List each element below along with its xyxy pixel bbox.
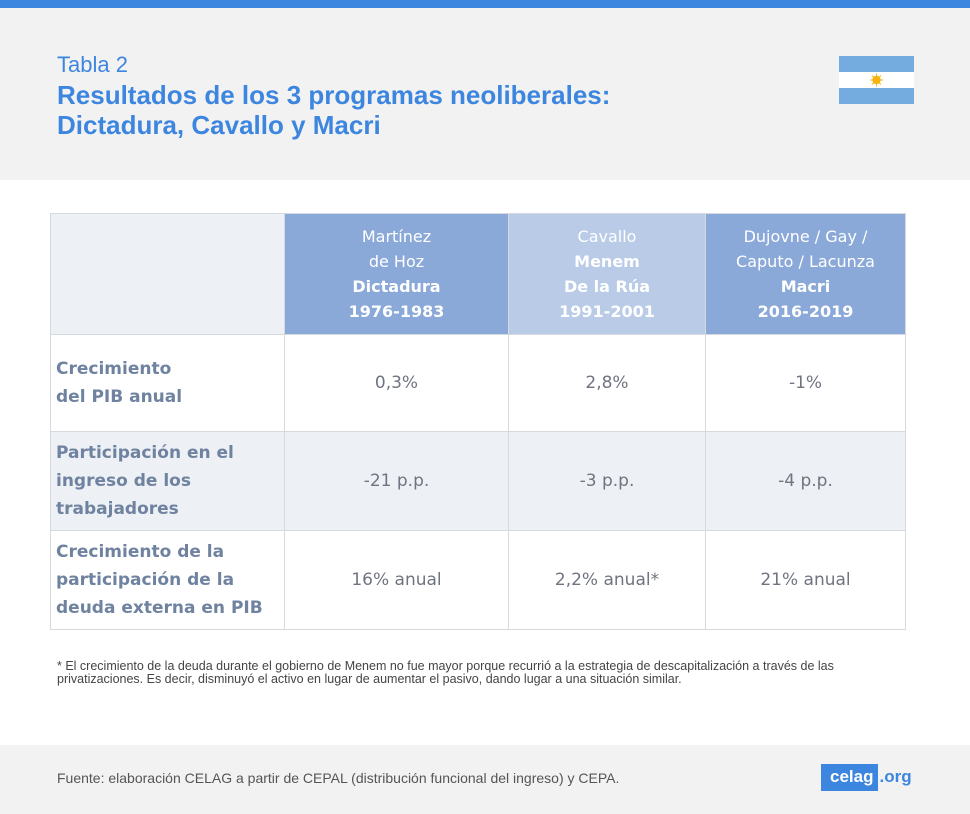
table-number: Tabla 2 xyxy=(57,52,128,77)
header-dictadura: Martínez de Hoz Dictadura 1976-1983 xyxy=(284,213,509,335)
table-row-pib: Crecimiento del PIB anual 0,3% 2,8% -1% xyxy=(50,334,906,432)
table-cell: -4 p.p. xyxy=(705,431,906,531)
argentina-flag-icon xyxy=(839,56,914,104)
table-cell: 2,8% xyxy=(508,334,706,432)
logo-name: celag xyxy=(821,764,879,791)
table-cell: 21% anual xyxy=(705,530,906,630)
row-label: Crecimiento del PIB anual xyxy=(50,334,285,432)
page-title: Resultados de los 3 programas neoliberal… xyxy=(57,80,610,140)
header-empty-cell xyxy=(50,213,285,335)
top-accent-bar xyxy=(0,0,970,8)
table-header-row: Martínez de Hoz Dictadura 1976-1983 Cava… xyxy=(50,213,906,335)
title-line-2: Dictadura, Cavallo y Macri xyxy=(57,110,381,140)
row-label: Crecimiento de la participación de la de… xyxy=(50,530,285,630)
celag-logo[interactable]: celag .org xyxy=(821,764,912,791)
table-cell: 16% anual xyxy=(284,530,509,630)
table-row-participacion: Participación en el ingreso de los traba… xyxy=(50,431,906,531)
results-table: Martínez de Hoz Dictadura 1976-1983 Cava… xyxy=(50,213,906,630)
table-cell: 2,2% anual* xyxy=(508,530,706,630)
header-panel xyxy=(0,8,970,180)
table-cell: -21 p.p. xyxy=(284,431,509,531)
table-cell: -3 p.p. xyxy=(508,431,706,531)
footnote: * El crecimiento de la deuda durante el … xyxy=(57,659,834,686)
logo-tld: .org xyxy=(879,767,912,786)
source-note: Fuente: elaboración CELAG a partir de CE… xyxy=(57,770,620,786)
title-line-1: Resultados de los 3 programas neoliberal… xyxy=(57,80,611,110)
table-cell: 0,3% xyxy=(284,334,509,432)
header-cavallo: Cavallo Menem De la Rúa 1991-2001 xyxy=(508,213,706,335)
header-macri: Dujovne / Gay / Caputo / Lacunza Macri 2… xyxy=(705,213,906,335)
row-label: Participación en el ingreso de los traba… xyxy=(50,431,285,531)
footer-panel xyxy=(0,745,970,814)
table-row-deuda: Crecimiento de la participación de la de… xyxy=(50,530,906,630)
table-cell: -1% xyxy=(705,334,906,432)
